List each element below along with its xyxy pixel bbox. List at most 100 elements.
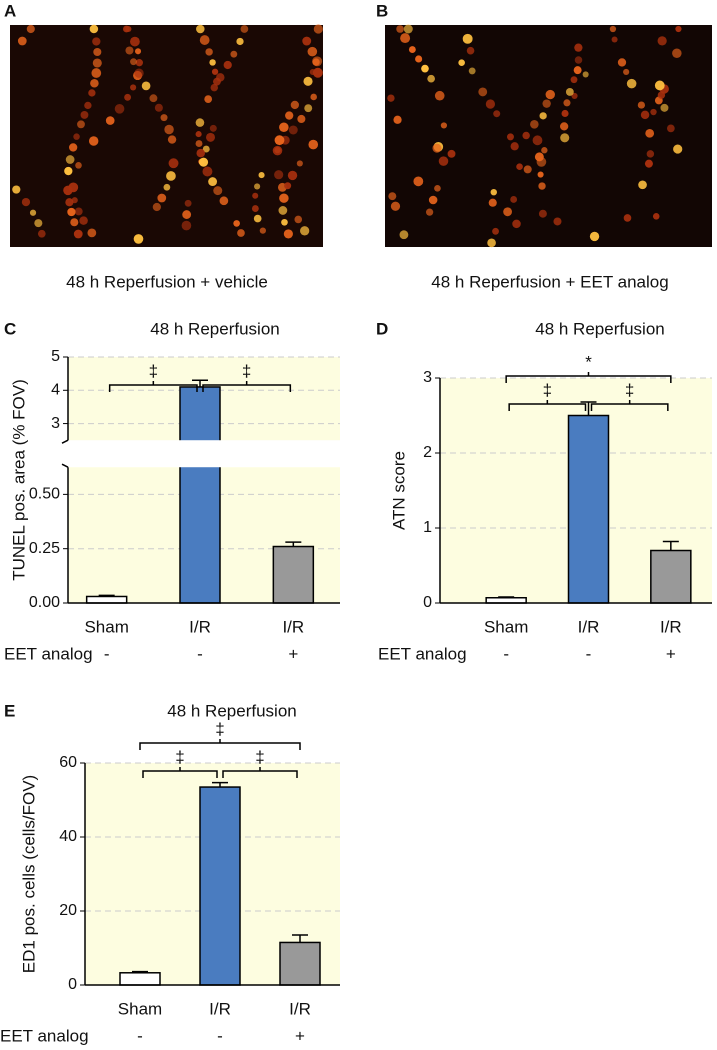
cell — [646, 150, 655, 158]
cell — [574, 56, 583, 64]
cell — [65, 198, 74, 207]
chart-title: 48 h Reperfusion — [150, 319, 279, 338]
cell — [294, 215, 303, 224]
cell — [675, 25, 682, 33]
cell — [236, 37, 244, 46]
cell — [640, 110, 650, 120]
cell — [130, 36, 140, 47]
error-bar — [192, 379, 208, 387]
cell — [510, 196, 518, 203]
cell — [623, 214, 632, 222]
cell — [570, 76, 578, 84]
chart-title: 48 h Reperfusion — [167, 701, 296, 720]
cell — [134, 48, 142, 55]
cell — [204, 95, 213, 104]
cell — [167, 135, 177, 144]
cell — [534, 152, 544, 162]
cell — [284, 182, 292, 190]
cell — [223, 60, 232, 70]
cell — [209, 59, 216, 66]
bar — [179, 386, 221, 604]
cell — [522, 131, 530, 140]
cell — [302, 36, 312, 46]
cell — [240, 25, 249, 33]
cell — [468, 67, 476, 75]
cell — [157, 193, 167, 203]
cell — [466, 46, 475, 55]
y-tick-label: 3 — [51, 415, 60, 432]
cell — [440, 122, 447, 129]
cell — [400, 33, 411, 44]
cell — [92, 37, 101, 46]
y-tick-label: 0 — [68, 976, 77, 993]
cell — [506, 133, 514, 141]
panel-letter: B — [376, 1, 388, 20]
significance-bracket — [590, 400, 669, 411]
significance-label: ‡ — [255, 747, 264, 766]
treatment-sign: - — [217, 1026, 223, 1045]
cell — [205, 48, 213, 56]
cell — [87, 228, 97, 238]
cell — [196, 148, 205, 158]
cell — [565, 88, 574, 96]
cell — [68, 143, 78, 152]
panel-letter: C — [4, 319, 16, 338]
cell — [252, 192, 259, 199]
error-bar — [212, 781, 228, 788]
cell — [105, 116, 115, 125]
significance-bracket — [142, 767, 218, 778]
cell — [447, 149, 456, 158]
cell — [573, 66, 582, 75]
y-tick-label: 0 — [423, 594, 432, 611]
cell — [163, 183, 171, 191]
cell — [278, 206, 288, 215]
cell — [216, 73, 225, 82]
cell — [553, 217, 562, 226]
cell — [657, 91, 666, 99]
cell — [512, 219, 521, 229]
cell — [125, 46, 134, 55]
cell — [657, 36, 667, 46]
cell — [312, 67, 323, 78]
error-bar — [292, 934, 308, 943]
cell — [206, 132, 215, 142]
cell — [313, 24, 323, 34]
cell — [652, 213, 660, 220]
cell — [195, 118, 205, 127]
y-axis-label: TUNEL pos. area (% FOV) — [9, 379, 28, 581]
cell — [84, 101, 92, 110]
cell — [88, 89, 96, 97]
cell — [92, 58, 102, 68]
cell — [73, 229, 83, 239]
panel-letter: E — [4, 701, 15, 720]
cell — [29, 209, 37, 216]
cell — [478, 87, 488, 97]
cell — [279, 193, 289, 203]
cell — [541, 147, 548, 154]
cell — [672, 48, 682, 59]
cell — [413, 176, 424, 187]
cell — [667, 124, 675, 133]
cell — [503, 207, 512, 217]
cell — [438, 156, 449, 166]
x-tick-label: Sham — [118, 999, 162, 1018]
cell — [65, 155, 75, 164]
bar — [650, 549, 692, 604]
x-tick-label: I/R — [660, 617, 682, 636]
treatment-sign: - — [137, 1026, 143, 1045]
bar — [199, 786, 241, 986]
cell — [523, 165, 532, 174]
cell — [561, 109, 569, 118]
cell — [393, 115, 402, 124]
cell — [164, 124, 174, 135]
y-tick-label: 0.00 — [29, 594, 60, 611]
cell — [130, 58, 137, 66]
significance-bracket — [108, 381, 198, 392]
treatment-sign: - — [586, 644, 592, 663]
cell — [283, 229, 293, 239]
cell — [296, 160, 303, 167]
x-tick-label: I/R — [289, 999, 311, 1018]
panel-letter: D — [376, 319, 388, 338]
cell — [17, 36, 27, 46]
